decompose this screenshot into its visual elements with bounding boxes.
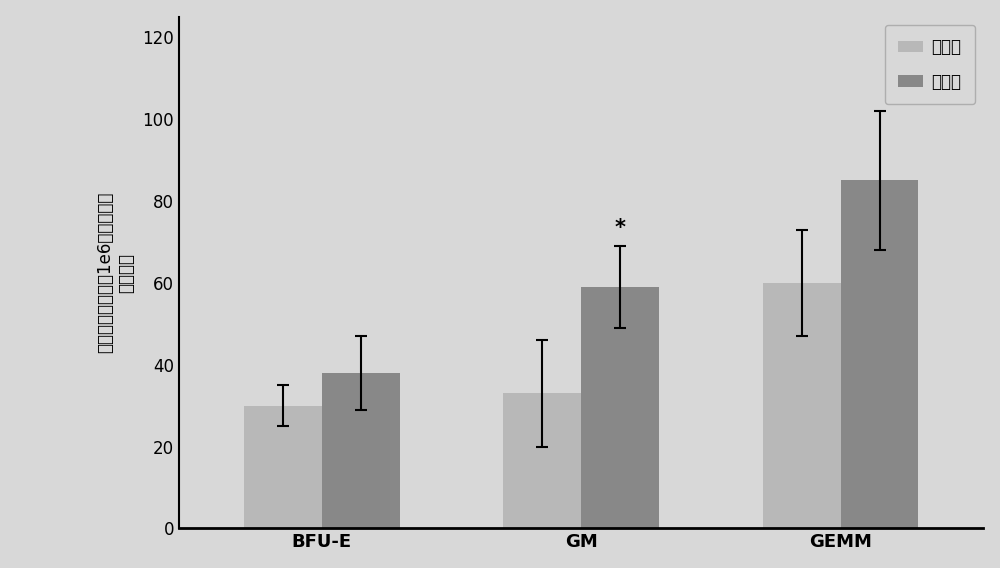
- Bar: [763, 283, 841, 528]
- Bar: [581, 287, 659, 528]
- Legend: 对照组, 实验组: 对照组, 实验组: [885, 25, 975, 105]
- Text: *: *: [615, 218, 626, 238]
- Bar: [503, 394, 581, 528]
- Y-axis label: 集落形成数量（每1e6个骨髓单个
核细胞）: 集落形成数量（每1e6个骨髓单个 核细胞）: [97, 192, 135, 353]
- Bar: [841, 181, 918, 528]
- Bar: [244, 406, 322, 528]
- Bar: [322, 373, 400, 528]
